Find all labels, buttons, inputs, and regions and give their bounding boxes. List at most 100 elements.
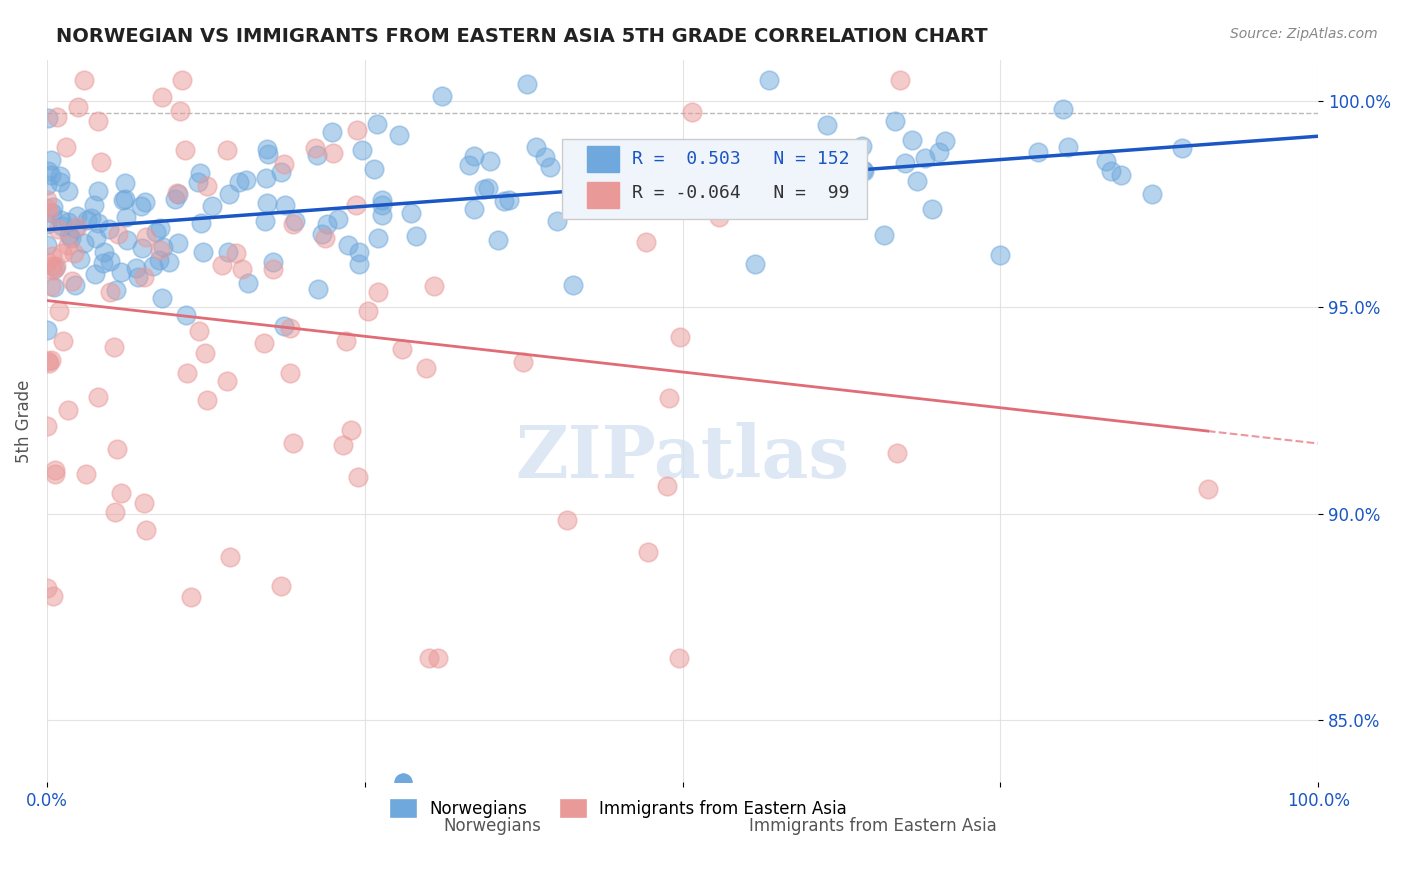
Point [87,390,110,404]
Point [117,233,139,247]
Point [1197,483,1219,497]
Point [218,187,240,202]
Point [83,267,105,281]
Point [273,319,295,334]
Point [84,231,107,245]
Point [37,178,59,192]
Point [63,278,86,293]
Point [886,445,908,459]
Text: Immigrants from Eastern Asia: Immigrants from Eastern Asia [749,816,997,835]
Point [928,145,950,159]
Point [370,193,392,207]
Point [901,133,924,147]
Point [37,418,59,433]
Point [782,161,804,175]
Point [477,181,499,195]
Point [281,217,304,231]
Point [63,221,86,235]
Point [1099,163,1122,178]
Text: R =  0.503   N = 152: R = 0.503 N = 152 [631,151,849,169]
Point [46,111,69,125]
Point [693,193,716,207]
Point [225,245,247,260]
Point [169,103,191,118]
Point [1052,102,1074,116]
Point [56,215,79,229]
Point [418,651,440,665]
Point [427,651,450,665]
Point [37,354,59,368]
Point [669,330,692,344]
Point [45,259,67,273]
Point [104,505,127,519]
Point [56,238,79,252]
Point [262,255,284,269]
Point [149,220,172,235]
Point [516,78,538,92]
Point [479,154,502,169]
Point [655,153,678,168]
Point [73,73,96,87]
Point [367,231,389,245]
Point [41,259,63,273]
Point [685,144,707,158]
Point [253,213,276,227]
Point [98,222,121,236]
Point [668,651,690,665]
Point [524,140,547,154]
Text: ZIPatlas: ZIPatlas [516,422,849,492]
Point [852,163,875,178]
Point [44,280,66,294]
Point [278,321,301,335]
Point [56,403,79,417]
Point [49,169,72,184]
Point [142,259,165,273]
Point [73,235,96,250]
Point [38,356,60,370]
Point [42,590,65,604]
Text: Source: ZipAtlas.com: Source: ZipAtlas.com [1230,27,1378,41]
Point [498,193,520,207]
Point [180,591,202,605]
Point [905,174,928,188]
Point [145,225,167,239]
Point [134,195,156,210]
Point [367,285,389,299]
Point [51,212,73,227]
Point [135,523,157,537]
Point [39,153,62,167]
Point [399,206,422,220]
Bar [588,183,619,208]
Point [111,193,134,207]
Point [315,217,337,231]
Point [195,179,218,194]
Point [135,230,157,244]
Point [62,246,84,260]
Point [157,254,180,268]
Point [194,346,217,360]
Point [231,262,253,277]
Point [37,111,59,125]
Point [751,157,773,171]
Point [211,258,233,272]
Point [270,165,292,179]
Point [114,193,136,207]
Point [60,274,83,288]
Point [321,125,343,139]
Point [1094,154,1116,169]
Point [512,355,534,369]
Point [314,230,336,244]
Point [278,366,301,380]
Point [371,208,394,222]
Point [593,186,616,201]
Point [42,263,65,277]
Point [873,227,896,242]
Point [344,198,367,212]
Point [1057,139,1080,153]
Point [472,182,495,196]
Point [167,235,190,250]
Point [534,150,557,164]
Point [356,303,378,318]
Point [187,176,209,190]
Point [44,261,66,276]
